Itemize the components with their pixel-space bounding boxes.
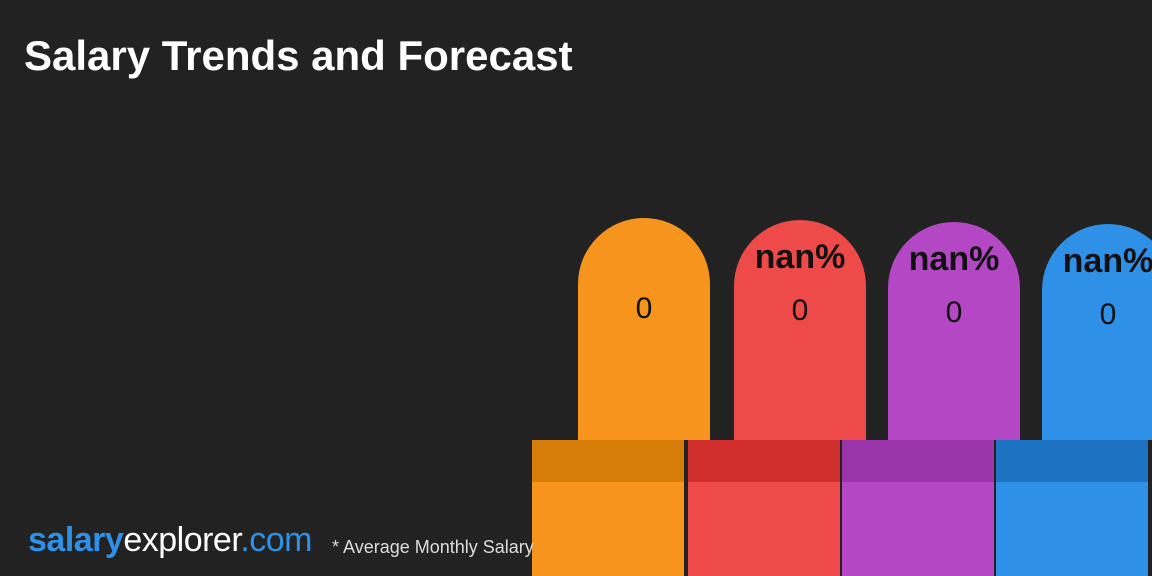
bar-2-base-front (842, 482, 994, 576)
logo-part3: .com (240, 521, 312, 559)
brand-logo: salaryexplorer.com (28, 521, 312, 560)
bar-3-base-back (996, 440, 1148, 482)
bar-3-value: 0 (1042, 298, 1152, 332)
bar-0-base-back (532, 440, 684, 482)
bar-1-base-back (688, 440, 840, 482)
logo-part2: explorer (123, 521, 240, 559)
bar-1-value: 0 (734, 294, 866, 328)
bar-3-base-front (996, 482, 1148, 576)
bar-1-percent: nan% (734, 238, 866, 277)
bar-1-base-front (688, 482, 840, 576)
footnote: * Average Monthly Salary (332, 537, 534, 558)
logo-part1: salary (28, 521, 123, 559)
bar-2-base-back (842, 440, 994, 482)
bar-0-base-front (532, 482, 684, 576)
bar-2-percent: nan% (888, 240, 1020, 279)
bar-3-pill: nan% 0 (1042, 224, 1152, 440)
forecast-chart: 0 nan% 0 nan% 0 nan% 0 (532, 218, 1152, 576)
page-title: Salary Trends and Forecast (24, 32, 573, 80)
bar-1-pill: nan% 0 (734, 220, 866, 440)
bar-0-value: 0 (578, 292, 710, 326)
bar-2-pill: nan% 0 (888, 222, 1020, 440)
bar-2-value: 0 (888, 296, 1020, 330)
bar-3-percent: nan% (1042, 242, 1152, 281)
bar-0-pill: 0 (578, 218, 710, 440)
